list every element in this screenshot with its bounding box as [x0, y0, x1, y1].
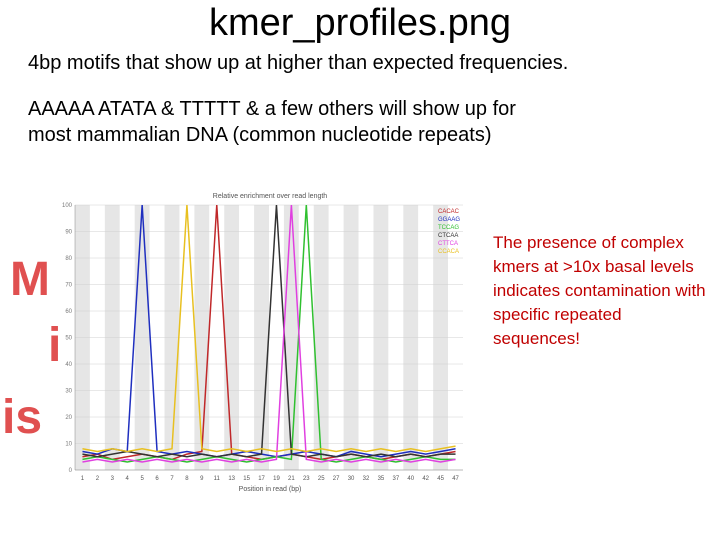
legend-entry: CCACA: [438, 249, 459, 255]
y-tick-label: 10: [65, 442, 72, 448]
x-tick-label: 19: [273, 476, 280, 482]
x-tick-label: 30: [348, 476, 355, 482]
y-tick-label: 30: [65, 389, 72, 395]
x-tick-label: 6: [155, 476, 159, 482]
x-tick-label: 1: [81, 476, 85, 482]
x-tick-label: 4: [126, 476, 130, 482]
series-line: [82, 204, 456, 463]
y-tick-label: 20: [65, 415, 72, 421]
y-tick-label: 40: [65, 362, 72, 368]
callout: The presence of complex kmers at >10x ba…: [493, 233, 706, 348]
x-tick-label: 17: [258, 476, 265, 482]
y-tick-label: 90: [65, 230, 72, 236]
bullet: 4bp motifs that show up at higher than e…: [28, 52, 569, 74]
legend-entry: CTTCA: [438, 241, 458, 247]
x-tick-label: 8: [185, 476, 189, 482]
x-tick-label: 27: [333, 476, 340, 482]
x-tick-label: 32: [363, 476, 370, 482]
chart: Relative enrichment over read length Pos…: [62, 193, 463, 493]
y-tick-label: 70: [65, 283, 72, 289]
chart-title: Relative enrichment over read length: [213, 193, 328, 200]
x-tick-label: 37: [393, 476, 400, 482]
slide-title: kmer_profiles.png: [208, 2, 512, 44]
legend-entry: CACAC: [438, 209, 460, 215]
x-tick-label: 21: [288, 476, 295, 482]
y-tick-label: 0: [69, 468, 73, 474]
y-tick-label: 100: [62, 203, 73, 209]
legend-entry: CTCAA: [438, 233, 458, 239]
x-tick-label: 3: [111, 476, 115, 482]
x-tick-label: 9: [200, 476, 204, 482]
x-tick-label: 25: [318, 476, 325, 482]
legend-entry: TCCAG: [438, 225, 459, 231]
fragment-text: is: [2, 391, 43, 444]
x-tick-label: 42: [422, 476, 429, 482]
x-tick-label: 40: [407, 476, 414, 482]
x-tick-label: 11: [214, 476, 221, 482]
series-line: [82, 204, 456, 458]
x-tick-label: 35: [378, 476, 385, 482]
series-line: [82, 204, 456, 453]
x-tick-label: 45: [437, 476, 444, 482]
bullet: AAAAA ATATA & TTTTT & a few others will …: [28, 98, 516, 120]
fragment-text: i: [48, 319, 62, 372]
y-tick-label: 60: [65, 309, 72, 315]
x-tick-label: 23: [303, 476, 310, 482]
x-tick-label: 7: [170, 476, 174, 482]
x-tick-label: 2: [96, 476, 100, 482]
y-tick-label: 80: [65, 256, 72, 262]
x-tick-label: 15: [243, 476, 250, 482]
y-tick-label: 50: [65, 336, 72, 342]
x-tick-label: 13: [228, 476, 235, 482]
legend-entry: GGAAG: [438, 217, 460, 223]
series-line: [82, 204, 456, 463]
x-tick-label: 5: [140, 476, 144, 482]
x-axis-label: Position in read (bp): [239, 486, 302, 493]
x-tick-label: 47: [452, 476, 459, 482]
bullet: most mammalian DNA (common nucleotide re…: [28, 124, 492, 146]
series-line: [82, 204, 456, 458]
fragment-text: M: [10, 253, 50, 306]
